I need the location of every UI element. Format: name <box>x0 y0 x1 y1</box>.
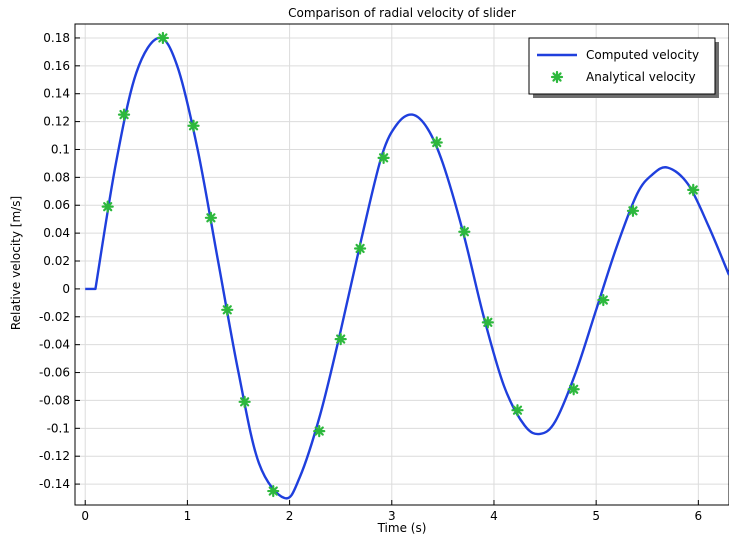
data-point-analytical-velocity <box>354 242 367 255</box>
series-line-computed-velocity <box>85 36 729 500</box>
y-tick-label: -0.14 <box>39 477 70 491</box>
y-tick-label: -0.12 <box>39 449 70 463</box>
y-tick-label: 0.12 <box>43 115 70 129</box>
y-tick-label: 0.1 <box>51 142 70 156</box>
data-point-analytical-velocity <box>481 316 494 329</box>
y-tick-label: 0.06 <box>43 198 70 212</box>
y-tick-label: 0.18 <box>43 31 70 45</box>
data-point-analytical-velocity <box>117 108 131 121</box>
legend-box <box>528 37 716 95</box>
data-point-analytical-velocity <box>187 119 200 132</box>
data-point-analytical-velocity <box>334 332 347 346</box>
y-tick-label: 0.14 <box>43 87 70 101</box>
legend-label-computed: Computed velocity <box>586 48 699 62</box>
x-tick-label: 6 <box>695 509 703 523</box>
x-tick-label: 4 <box>490 509 498 523</box>
data-point-analytical-velocity <box>626 204 640 217</box>
y-tick-label: 0.02 <box>43 254 70 268</box>
y-tick-label: -0.04 <box>39 338 70 352</box>
data-point-analytical-velocity <box>313 425 326 438</box>
y-tick-label: -0.06 <box>39 366 70 380</box>
x-tick-label: 2 <box>286 509 294 523</box>
legend-label-analytical: Analytical velocity <box>586 70 696 84</box>
data-point-analytical-velocity <box>377 151 390 164</box>
y-tick-label: 0.04 <box>43 226 70 240</box>
data-point-analytical-velocity <box>267 484 280 498</box>
legend-asterisk <box>550 70 564 84</box>
data-point-analytical-velocity <box>567 383 580 396</box>
data-point-analytical-velocity <box>238 395 251 408</box>
legend-marker-swatch <box>550 70 564 84</box>
y-tick-label: -0.02 <box>39 310 70 324</box>
x-tick-label: 0 <box>81 509 89 523</box>
x-axis: 0 1 2 3 4 5 6 <box>81 500 702 523</box>
y-tick-label: 0.16 <box>43 59 70 73</box>
data-point-analytical-velocity <box>156 31 169 45</box>
grid <box>75 24 729 505</box>
x-tick-label: 1 <box>184 509 192 523</box>
x-tick-label: 3 <box>388 509 396 523</box>
data-point-analytical-velocity <box>204 211 218 224</box>
y-tick-label: 0.08 <box>43 170 70 184</box>
y-tick-label: -0.1 <box>47 421 70 435</box>
y-tick-label: 0 <box>62 282 70 296</box>
x-tick-label: 5 <box>592 509 600 523</box>
plot-frame <box>74 23 729 506</box>
series-layer <box>85 31 729 500</box>
x-axis-title: Time (s) <box>377 521 427 535</box>
data-point-analytical-velocity <box>458 225 471 238</box>
data-point-analytical-velocity <box>221 303 234 316</box>
legend: Computed velocity Analytical velocity <box>528 37 719 98</box>
y-axis: 0.18 0.16 0.14 0.12 0.1 0.08 0.06 0.04 0.02 0 -0.0… <box>39 31 80 491</box>
data-point-analytical-velocity <box>430 136 443 149</box>
data-point-analytical-velocity <box>101 200 114 213</box>
data-point-analytical-velocity <box>511 404 524 417</box>
data-point-analytical-velocity <box>687 183 700 197</box>
y-tick-label: -0.08 <box>39 393 70 407</box>
chart-title: Comparison of radial velocity of slider <box>288 6 516 20</box>
data-point-analytical-velocity <box>597 293 610 307</box>
y-axis-title: Relative velocity [m/s] <box>9 196 23 330</box>
